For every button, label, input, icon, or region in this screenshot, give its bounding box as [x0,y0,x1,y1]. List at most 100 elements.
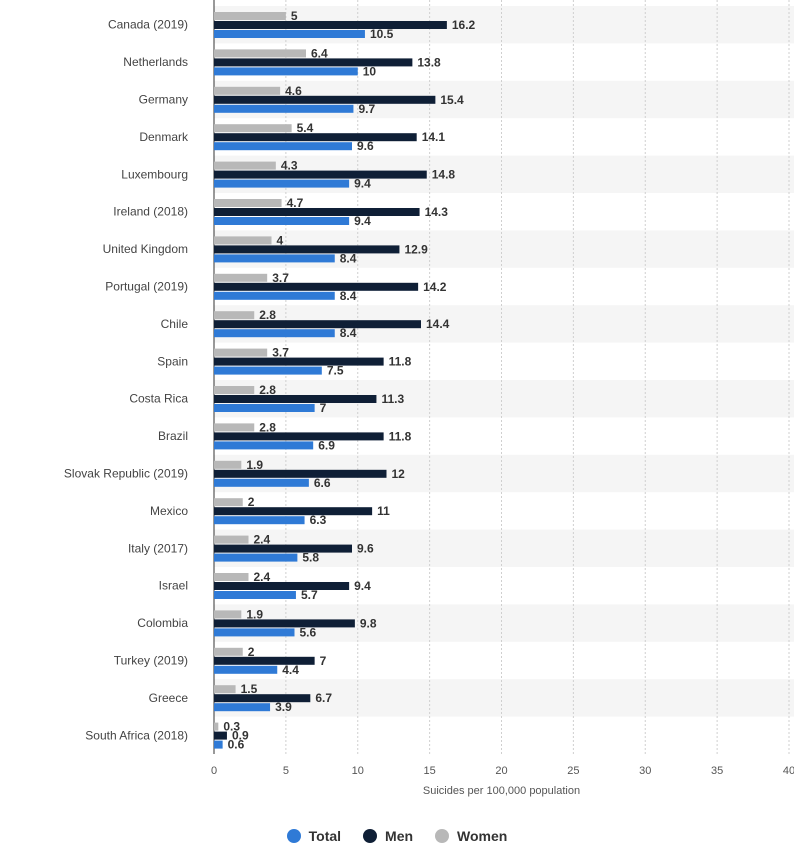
bar-total-germany[interactable] [214,104,354,113]
value-label-men: 11.3 [381,392,404,406]
bar-total-united-kingdom[interactable] [214,254,335,263]
bar-total-turkey-2019[interactable] [214,665,278,674]
bar-men-costa-rica[interactable] [214,395,377,403]
bar-women-brazil[interactable] [214,423,255,432]
bar-men-ireland-2018[interactable] [214,208,420,216]
bar-total-brazil[interactable] [214,441,314,450]
bar-women-germany[interactable] [214,86,281,95]
x-tick-label: 35 [711,765,723,777]
bar-men-turkey-2019[interactable] [214,656,315,665]
bar-men-united-kingdom[interactable] [214,245,400,254]
value-label-total: 9.4 [354,177,371,191]
bar-women-canada-2019[interactable] [214,12,286,20]
bar-men-mexico[interactable] [214,507,373,516]
bar-men-spain[interactable] [214,357,384,366]
bar-women-united-kingdom[interactable] [214,236,272,245]
bar-total-netherlands[interactable] [214,67,358,76]
category-label-greece: Greece [149,691,189,705]
category-label-costa-rica: Costa Rica [129,392,188,406]
x-tick-label: 25 [567,765,579,777]
category-label-italy-2017: Italy (2017) [128,541,188,555]
value-label-men: 11.8 [389,355,412,369]
value-label-women: 6.4 [311,46,328,60]
bar-men-south-africa-2018[interactable] [214,731,227,740]
bar-women-colombia[interactable] [214,610,242,619]
category-label-luxembourg: Luxembourg [121,167,188,181]
bar-women-chile[interactable] [214,311,255,320]
bar-women-costa-rica[interactable] [214,386,255,394]
bar-men-luxembourg[interactable] [214,170,427,179]
bar-women-luxembourg[interactable] [214,161,276,170]
bar-total-spain[interactable] [214,366,322,375]
bar-total-portugal-2019[interactable] [214,291,335,300]
bar-women-mexico[interactable] [214,498,243,507]
bar-total-mexico[interactable] [214,516,305,525]
value-label-total: 10.5 [370,27,394,41]
bar-women-denmark[interactable] [214,124,292,133]
value-label-total: 0.6 [228,738,245,752]
bar-total-costa-rica[interactable] [214,404,315,412]
legend-label-women: Women [457,828,508,844]
bar-total-slovak-republic-2019[interactable] [214,478,309,487]
bar-men-italy-2017[interactable] [214,544,352,553]
bar-men-israel[interactable] [214,582,350,590]
value-label-total: 6.9 [318,438,335,452]
value-label-women: 4 [277,233,284,247]
bar-total-chile[interactable] [214,329,335,338]
bar-total-italy-2017[interactable] [214,553,298,562]
value-label-total: 5.7 [301,588,318,602]
bar-men-denmark[interactable] [214,133,417,142]
bar-women-ireland-2018[interactable] [214,199,282,207]
bar-men-colombia[interactable] [214,619,355,628]
value-label-total: 7 [320,401,327,415]
bar-men-germany[interactable] [214,95,436,104]
bar-total-south-africa-2018[interactable] [214,740,223,749]
value-label-total: 6.3 [310,513,327,527]
bar-women-spain[interactable] [214,348,268,357]
bar-women-greece[interactable] [214,685,236,694]
legend-item-total[interactable]: Total [286,828,342,844]
bar-women-south-africa-2018[interactable] [214,722,219,731]
bar-men-brazil[interactable] [214,432,384,441]
bar-women-portugal-2019[interactable] [214,273,268,282]
value-label-women: 4.7 [287,196,304,210]
bar-women-turkey-2019[interactable] [214,647,243,656]
bar-men-slovak-republic-2019[interactable] [214,469,387,478]
value-label-women: 2 [248,495,255,509]
bar-women-italy-2017[interactable] [214,535,249,544]
legend-item-men[interactable]: Men [363,828,413,844]
value-label-women: 2.8 [259,383,276,397]
bar-women-netherlands[interactable] [214,49,306,58]
bar-total-denmark[interactable] [214,142,352,151]
category-label-denmark: Denmark [139,130,189,144]
bar-men-canada-2019[interactable] [214,21,447,29]
bar-total-colombia[interactable] [214,628,295,637]
value-label-women: 1.9 [246,607,263,621]
value-label-women: 0.3 [223,720,240,734]
value-label-total: 10 [363,64,377,78]
value-label-total: 4.4 [282,663,299,677]
legend-item-women[interactable]: Women [435,828,507,844]
bar-total-canada-2019[interactable] [214,30,365,38]
bar-total-greece[interactable] [214,703,271,712]
x-tick-label: 10 [352,765,364,777]
bar-men-portugal-2019[interactable] [214,282,419,291]
value-label-men: 12 [392,467,406,481]
bar-women-israel[interactable] [214,573,249,581]
value-label-women: 2 [248,645,255,659]
bar-men-chile[interactable] [214,320,421,329]
bar-total-luxembourg[interactable] [214,179,350,188]
x-tick-label: 40 [783,765,794,777]
x-tick-label: 30 [639,765,651,777]
bar-women-slovak-republic-2019[interactable] [214,460,242,469]
legend-label-total: Total [308,828,342,844]
bar-total-israel[interactable] [214,591,296,599]
value-label-women: 3.7 [272,271,289,285]
bar-men-netherlands[interactable] [214,58,413,67]
legend-dot-women [435,829,450,843]
bar-total-ireland-2018[interactable] [214,217,350,225]
value-label-total: 7.5 [327,364,344,378]
bar-men-greece[interactable] [214,694,311,703]
value-label-total: 5.8 [302,551,319,565]
x-axis-title: Suicides per 100,000 population [423,785,580,797]
